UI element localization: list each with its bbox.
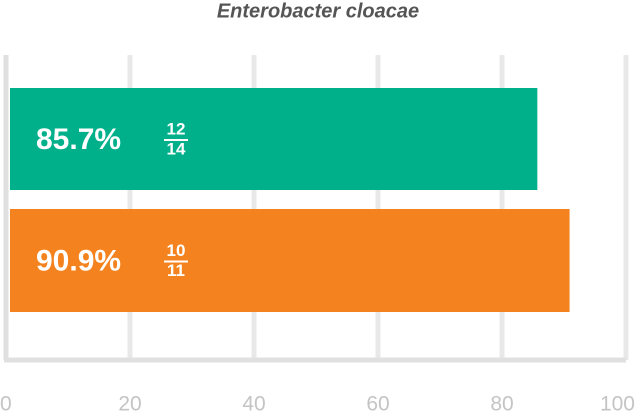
x-tick-label: 80 [490,393,513,414]
x-tick-label: 0 [0,393,12,414]
fraction-denominator: 11 [167,261,185,280]
fraction-denominator: 14 [167,139,186,158]
bar [10,88,538,190]
value-label: 90.9% [36,244,121,277]
x-tick-label: 100 [600,393,635,414]
bar [10,209,570,312]
chart-title: Enterobacter cloacae [217,0,419,22]
x-tick-label: 20 [118,393,141,414]
x-tick-label: 60 [366,393,389,414]
fraction-numerator: 10 [167,241,186,260]
value-label: 85.7% [36,123,121,156]
x-tick-label: 40 [242,393,265,414]
fraction-numerator: 12 [167,119,186,138]
